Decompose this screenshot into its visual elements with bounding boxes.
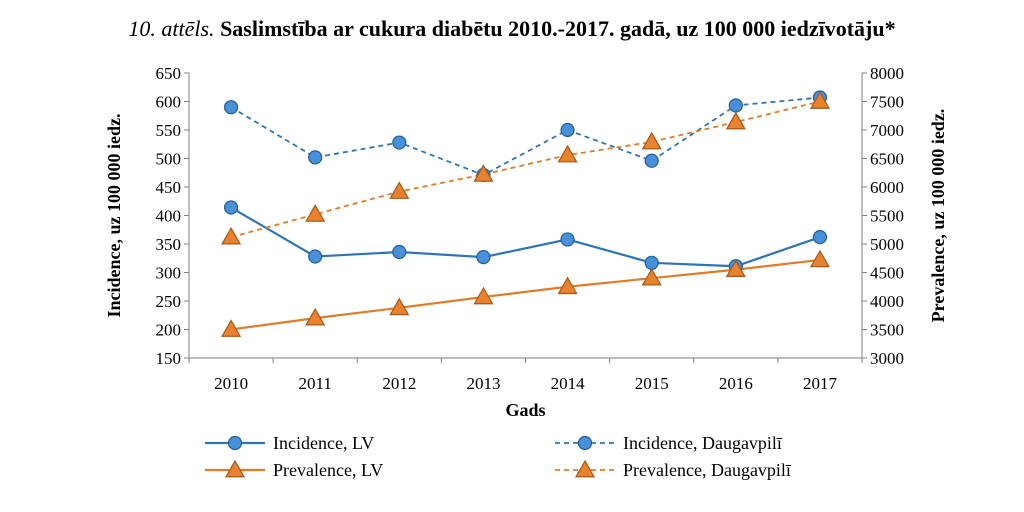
y-left-tick-label: 550	[156, 121, 182, 140]
x-tick-label: 2017	[803, 374, 838, 393]
legend-marker-4	[574, 459, 596, 478]
y-right-tick-label: 5000	[870, 235, 904, 254]
x-tick-label: 2015	[635, 374, 669, 393]
x-tick-label: 2012	[382, 374, 416, 393]
axes: 150 200 250 300 350 400 450 500 550 600 650 3000 350…	[104, 64, 948, 420]
series-markers	[221, 90, 830, 337]
y-right-tick-label: 5500	[870, 207, 904, 226]
figure-number: 10. attēls.	[128, 16, 215, 41]
series-line-3	[230, 258, 821, 331]
legend-label-3: Prevalence, LV	[273, 460, 383, 480]
data-point-series-3	[641, 267, 662, 286]
legend-label-4: Prevalence, Daugavpilī	[623, 460, 792, 480]
x-tick-label: 2016	[719, 374, 753, 393]
chart-title: 10. attēls. Saslimstība ar cukura diabēt…	[0, 16, 1024, 42]
x-tick-label: 2010	[214, 374, 248, 393]
series-lines	[230, 96, 821, 331]
x-tick-label: 2013	[466, 374, 500, 393]
y-axis-right-label: Prevalence, uz 100 000 iedz.	[928, 109, 948, 323]
y-right-tick-label: 3500	[870, 321, 904, 340]
legend-marker-3	[224, 459, 246, 478]
data-point-series-1	[392, 244, 407, 260]
series-line-2	[230, 96, 821, 177]
data-point-series-2	[644, 153, 659, 168]
x-tick-label: 2011	[299, 374, 332, 393]
data-point-series-4	[473, 164, 494, 182]
y-right-tick-label: 4000	[870, 292, 904, 311]
y-axis-left-label: Incidence, uz 100 000 iedz.	[104, 114, 124, 318]
y-left-tick-label: 450	[156, 178, 182, 197]
data-point-series-3	[557, 276, 578, 295]
legend-label-2: Incidence, Daugavpilī	[623, 433, 783, 453]
data-point-series-3	[809, 249, 830, 268]
y-left-tick-label: 650	[156, 64, 182, 83]
y-left-tick-label: 600	[156, 93, 182, 112]
data-point-series-2	[392, 135, 407, 150]
y-left-tick-label: 350	[156, 235, 182, 254]
y-right-tick-label: 4500	[870, 264, 904, 283]
data-point-series-3	[473, 286, 494, 305]
data-point-series-2	[223, 100, 239, 115]
data-point-series-1	[476, 250, 491, 265]
legend-label-1: Incidence, LV	[273, 433, 374, 453]
data-point-series-4	[641, 131, 662, 150]
series-line-1	[230, 206, 821, 268]
y-left-tick-label: 400	[156, 207, 182, 226]
data-point-series-1	[644, 255, 659, 270]
y-right-tick-label: 3000	[870, 349, 904, 368]
data-point-series-2	[560, 122, 575, 138]
y-left-tick-label: 500	[156, 150, 182, 169]
y-left-tick-label: 250	[156, 292, 182, 311]
y-right-tick-label: 7000	[870, 121, 904, 140]
legend-marker-1	[227, 435, 243, 451]
data-point-series-3	[305, 307, 326, 326]
y-right-tick-label: 7500	[870, 93, 904, 112]
x-axis-label: Gads	[505, 400, 545, 420]
figure-title: Saslimstība ar cukura diabētu 2010.-2017…	[220, 16, 896, 41]
y-left-tick-label: 200	[156, 321, 182, 340]
y-right-tick-label: 6500	[870, 150, 904, 169]
y-left-tick-label: 150	[156, 349, 182, 368]
data-point-series-1	[223, 200, 239, 215]
data-point-series-4	[389, 181, 410, 199]
data-point-series-4	[557, 144, 578, 163]
legend: Incidence, LV Incidence, Daugavpilī Preval…	[205, 433, 792, 480]
data-point-series-4	[221, 226, 242, 245]
series-line-4	[230, 100, 821, 239]
data-point-series-2	[308, 150, 323, 165]
data-point-series-1	[812, 230, 828, 245]
data-point-series-4	[725, 111, 746, 130]
data-point-series-3	[221, 319, 242, 337]
data-point-series-4	[305, 204, 326, 222]
data-point-series-3	[389, 297, 410, 316]
data-point-series-2	[728, 98, 743, 113]
y-right-tick-label: 8000	[870, 64, 904, 83]
legend-marker-2	[577, 435, 593, 451]
data-point-series-1	[560, 232, 575, 247]
data-point-series-1	[308, 249, 323, 264]
y-right-tick-label: 6000	[870, 178, 904, 197]
data-point-series-3	[725, 259, 746, 277]
data-point-series-4	[809, 91, 830, 109]
y-left-tick-label: 300	[156, 264, 182, 283]
x-tick-label: 2014	[551, 374, 586, 393]
